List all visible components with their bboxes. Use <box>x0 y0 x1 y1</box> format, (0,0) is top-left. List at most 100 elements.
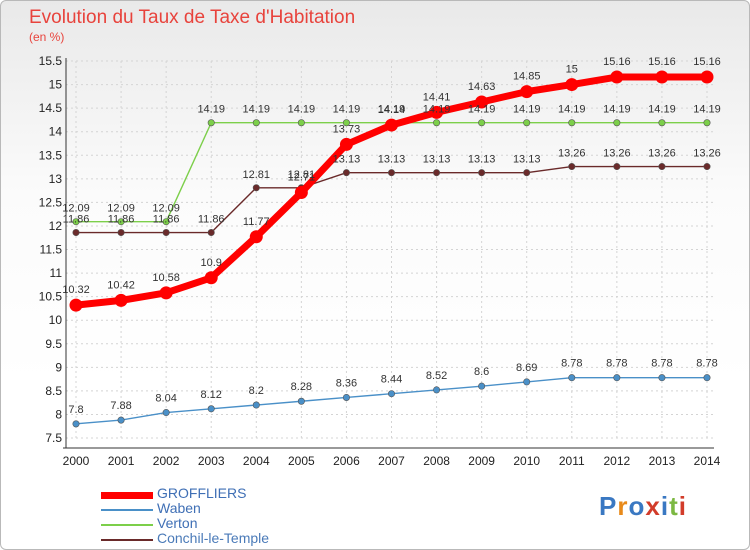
data-label: 14.63 <box>468 81 496 93</box>
x-tick-label: 2014 <box>694 454 721 468</box>
y-tick-label: 14.5 <box>39 101 63 115</box>
data-point <box>72 218 80 226</box>
data-point <box>249 230 263 244</box>
y-tick-label: 9 <box>55 360 62 374</box>
data-label: 10.9 <box>201 257 222 269</box>
x-tick-label: 2009 <box>468 454 495 468</box>
data-label: 11.86 <box>198 214 225 226</box>
data-point <box>72 420 80 428</box>
data-point <box>568 163 576 171</box>
x-tick-label: 2006 <box>333 454 360 468</box>
data-point <box>252 119 260 127</box>
data-point <box>700 70 714 84</box>
data-point <box>162 218 170 226</box>
data-point <box>72 229 80 237</box>
data-point <box>385 118 398 132</box>
data-point <box>387 169 395 177</box>
data-point <box>703 119 711 127</box>
data-label: 8.44 <box>381 374 402 386</box>
data-point <box>162 409 170 417</box>
data-label: 8.04 <box>155 393 176 405</box>
x-tick-label: 2011 <box>559 454 585 468</box>
data-label: 14.19 <box>197 104 225 116</box>
data-point <box>342 393 350 401</box>
data-label: 14.19 <box>468 104 496 116</box>
x-tick-label: 2004 <box>243 454 270 468</box>
data-point <box>703 163 711 171</box>
y-tick-label: 15.5 <box>39 54 63 68</box>
x-tick-label: 2002 <box>153 454 180 468</box>
data-point <box>207 229 215 237</box>
data-point <box>162 229 170 237</box>
x-tick-label: 2001 <box>108 454 135 468</box>
data-point <box>475 95 489 109</box>
data-labels: 7.8 7.88 8.04 8.12 8.2 8.28 8.36 8.44 8.52 8.6 8.6… <box>62 56 721 416</box>
data-label: 7.8 <box>68 404 83 416</box>
data-label: 14.19 <box>693 104 721 116</box>
logo-letter: x <box>645 491 661 521</box>
y-tick-label: 13.5 <box>39 148 63 162</box>
data-label: 13.26 <box>648 148 676 160</box>
data-label: 14.19 <box>288 104 316 116</box>
data-label: 8.36 <box>336 377 357 389</box>
data-label: 12.81 <box>243 169 271 181</box>
legend-swatch <box>101 509 153 511</box>
y-tick-label: 13 <box>49 172 63 186</box>
y-tick-label: 11 <box>50 266 63 280</box>
legend-swatch <box>101 524 153 526</box>
data-label: 11.77 <box>243 216 270 228</box>
data-label: 8.78 <box>651 358 672 370</box>
y-tick-label: 10 <box>49 313 63 327</box>
data-label: 10.32 <box>62 284 90 296</box>
data-point <box>297 119 305 127</box>
x-tick-label: 2012 <box>604 454 631 468</box>
data-point <box>297 397 305 405</box>
x-tick-label: 2010 <box>513 454 540 468</box>
x-tick-label: 2008 <box>423 454 450 468</box>
data-point <box>568 119 576 127</box>
data-point <box>658 374 666 382</box>
data-label: 14.19 <box>378 104 406 116</box>
data-label: 15.16 <box>648 56 676 68</box>
logo-letter: i <box>678 491 687 521</box>
data-label: 8.12 <box>201 389 222 401</box>
data-point <box>433 169 441 177</box>
data-label: 13.13 <box>333 154 361 166</box>
data-label: 8.28 <box>291 381 312 393</box>
data-label: 13.13 <box>378 154 406 166</box>
data-point <box>117 218 125 226</box>
data-point <box>204 271 218 285</box>
data-label: 8.78 <box>696 358 717 370</box>
data-label: 13.13 <box>513 154 541 166</box>
legend-label: Conchil-le-Temple <box>157 530 270 546</box>
data-label: 13.13 <box>468 154 496 166</box>
y-tick-label: 8.5 <box>45 384 62 398</box>
data-label: 13.13 <box>423 154 451 166</box>
data-label: 8.2 <box>249 385 264 397</box>
y-tick-label: 9.5 <box>45 337 62 351</box>
logo-letter: t <box>669 491 679 521</box>
data-label: 10.42 <box>107 279 135 291</box>
data-label: 14.19 <box>423 104 451 116</box>
data-point <box>655 70 669 84</box>
data-point <box>703 374 711 382</box>
data-point <box>430 105 444 119</box>
y-tick-label: 14 <box>49 125 63 139</box>
data-point <box>523 119 531 127</box>
data-label: 12.71 <box>288 171 316 183</box>
data-point <box>387 390 395 398</box>
data-point <box>159 286 173 300</box>
logo-letter: i <box>660 491 670 521</box>
data-label: 11.86 <box>108 214 135 226</box>
data-point <box>114 293 128 307</box>
legend-label: GROFFLIERS <box>157 485 247 501</box>
data-label: 12.09 <box>62 203 90 215</box>
data-point <box>342 169 350 177</box>
legend-swatch <box>101 539 153 541</box>
data-label: 13.73 <box>333 123 361 135</box>
legend-label: Verton <box>157 515 198 531</box>
data-label: 8.78 <box>606 358 627 370</box>
data-label: 12.81 <box>288 169 316 181</box>
